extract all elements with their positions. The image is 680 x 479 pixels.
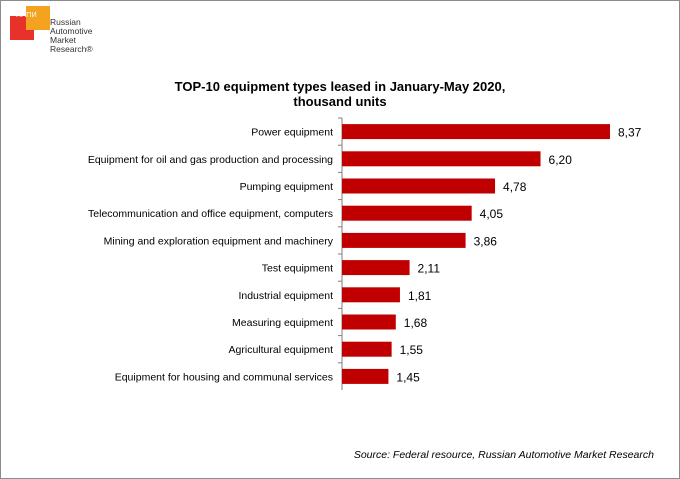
- category-label: Mining and exploration equipment and mac…: [104, 235, 334, 247]
- bar: [342, 287, 400, 303]
- bar: [342, 151, 541, 167]
- bar: [342, 178, 496, 194]
- chart-title-line-1: TOP-10 equipment types leased in January…: [174, 79, 506, 94]
- category-label: Equipment for housing and communal servi…: [115, 371, 333, 383]
- data-label: 2,11: [418, 262, 441, 276]
- bar: [342, 368, 389, 384]
- bar: [342, 124, 610, 140]
- category-label: Power equipment: [251, 127, 333, 139]
- category-label: Industrial equipment: [238, 290, 333, 302]
- data-label: 4,78: [503, 180, 527, 194]
- category-label: Equipment for oil and gas production and…: [88, 154, 333, 166]
- category-label: Test equipment: [262, 263, 333, 275]
- data-label: 4,05: [480, 207, 504, 221]
- logo-abbreviation: НАПИ: [16, 12, 37, 19]
- category-label: Agricultural equipment: [229, 344, 334, 356]
- logo-line: Automotive: [50, 26, 93, 36]
- category-label: Telecommunication and office equipment, …: [88, 208, 333, 220]
- data-label: 1,45: [396, 370, 420, 384]
- data-label: 6,20: [549, 153, 573, 167]
- data-label: 1,68: [404, 316, 428, 330]
- logo-line: Russian: [50, 17, 81, 27]
- data-label: 1,81: [408, 289, 432, 303]
- logo: НАПИ Russian Automotive Market Research®: [10, 6, 120, 66]
- data-label: 8,37: [618, 126, 642, 140]
- data-label: 3,86: [474, 234, 498, 248]
- bar: [342, 260, 410, 276]
- category-label: Pumping equipment: [240, 181, 333, 193]
- chart-title-line-2: thousand units: [293, 94, 387, 109]
- bar: [342, 232, 466, 248]
- logo-orange-square: [26, 6, 50, 30]
- category-label: Measuring equipment: [232, 317, 333, 329]
- bar: [342, 205, 472, 221]
- source-note: Source: Federal resource, Russian Automo…: [353, 449, 654, 461]
- logo-line: Market: [50, 35, 76, 45]
- logo-name: Russian Automotive Market Research®: [50, 18, 130, 54]
- bar: [342, 341, 392, 357]
- chart-title: TOP-10 equipment types leased in January…: [0, 79, 680, 109]
- bar: [342, 314, 396, 330]
- logo-line: Research®: [50, 44, 93, 54]
- data-label: 1,55: [400, 343, 424, 357]
